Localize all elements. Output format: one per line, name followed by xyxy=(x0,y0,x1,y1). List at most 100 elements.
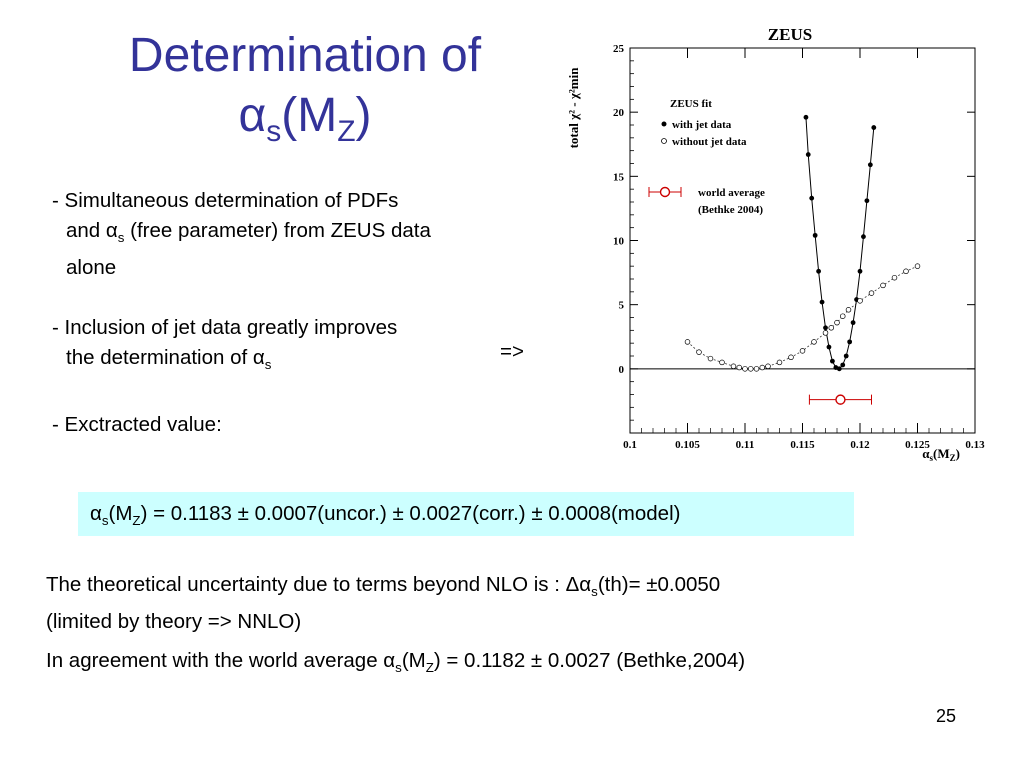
y-tick-label-0: 0 xyxy=(619,364,625,376)
bullet1-line2: and αs (free parameter) from ZEUS data xyxy=(52,216,552,253)
title-sub-z: Z xyxy=(337,115,356,148)
with-jet-point xyxy=(871,125,877,130)
theory-line1a: The theoretical uncertainty due to terms… xyxy=(46,573,592,596)
theory-note: The theoretical uncertainty due to terms… xyxy=(46,570,720,637)
y-tick-label-4: 20 xyxy=(613,107,625,119)
title-line1: Determination of xyxy=(128,29,482,82)
page-number: 25 xyxy=(936,706,957,726)
x-label-sub-s: s xyxy=(930,453,934,463)
y-tick-label-3: 15 xyxy=(613,171,625,183)
bullet2-line1: - Inclusion of jet data greatly improves xyxy=(52,316,398,340)
with-jet-point xyxy=(843,353,849,359)
title-paren-close: ) xyxy=(355,89,372,142)
x-ticks: 0.1 0.105 0.11 0.115 0.12 0.125 0.13 xyxy=(623,48,985,451)
with-jet-point xyxy=(867,162,873,168)
agree-sub-s: s xyxy=(395,660,402,676)
with-jet-point xyxy=(836,366,842,372)
without-jet-point xyxy=(765,363,771,370)
x-tick-label-0: 0.1 xyxy=(623,439,637,451)
fit-result-marker xyxy=(808,394,872,405)
without-jet-point xyxy=(799,348,806,354)
with-jet-point xyxy=(830,358,835,364)
x-tick-label-4: 0.12 xyxy=(850,439,870,451)
chart-title: ZEUS xyxy=(768,25,812,44)
with-jet-point xyxy=(809,195,815,201)
bullet-simultaneous: - Simultaneous determination of PDFs and… xyxy=(52,186,552,283)
theory-line1b: (th)= ±0.0050 xyxy=(597,573,721,596)
result-box: αs(MZ) = 0.1183 ± 0.0007(uncor.) ± 0.002… xyxy=(78,492,854,536)
with-jet-point xyxy=(847,339,853,345)
bullet1-line3: alone xyxy=(66,256,117,280)
world-average-marker xyxy=(648,186,682,198)
bullet-extracted: - Exctracted value: xyxy=(52,413,222,437)
without-jet-point xyxy=(696,349,702,355)
without-jet-point xyxy=(730,363,737,370)
bullet2-sub: s xyxy=(264,357,272,373)
without-jet-point xyxy=(759,364,766,371)
x-tick-label-1: 0.105 xyxy=(675,439,700,451)
arrow-text: => xyxy=(500,340,524,363)
title-sub-s: s xyxy=(266,115,282,148)
without-jet-point xyxy=(914,263,921,269)
agree-a: In agreement with the world average α xyxy=(46,649,396,672)
bullet1-line2b: (free parameter) from ZEUS data xyxy=(124,219,431,242)
with-jet-point xyxy=(850,320,856,326)
without-jet-point xyxy=(840,313,846,319)
without-jet-point xyxy=(707,355,714,362)
with-jet-curve xyxy=(805,117,875,370)
without-jet-point xyxy=(903,268,909,275)
with-jet-point xyxy=(857,268,863,274)
x-tick-label-6: 0.13 xyxy=(965,439,985,451)
fit-point xyxy=(835,394,846,405)
theory-line1: The theoretical uncertainty due to terms… xyxy=(46,570,720,607)
result-alpha: α xyxy=(90,502,102,525)
with-jet-point xyxy=(803,114,809,120)
bullet2-line2a: the determination of α xyxy=(66,346,265,370)
bullet1-line1: - Simultaneous determination of PDFs xyxy=(52,189,399,212)
y-tick-label-5: 25 xyxy=(613,43,625,55)
agree-sub-z: Z xyxy=(425,660,434,676)
result-sub-s: s xyxy=(101,513,109,529)
without-jet-point xyxy=(748,366,754,372)
without-jet-point xyxy=(822,330,829,336)
agree-paren: (M xyxy=(401,649,426,672)
x-label-close: ) xyxy=(956,446,960,461)
series-with-jet-data xyxy=(803,114,877,372)
wa-point xyxy=(659,186,671,198)
without-jet-point xyxy=(868,290,875,296)
without-jet-point xyxy=(776,359,783,366)
without-jet-point xyxy=(828,325,835,331)
without-jet-point xyxy=(811,339,817,345)
bullet1-line2a: and α xyxy=(66,219,118,242)
without-jet-point xyxy=(845,307,852,313)
with-jet-point xyxy=(805,152,811,157)
legend-without-jet: without jet data xyxy=(672,136,747,148)
x-axis-label: αs(MZ) xyxy=(922,446,960,463)
title-alpha: α xyxy=(238,89,267,142)
without-jet-point xyxy=(736,364,743,371)
bullet1-sub: s xyxy=(117,230,125,246)
result-paren: (M xyxy=(108,502,133,525)
x-tick-label-3: 0.115 xyxy=(790,439,815,451)
legend: ZEUS fit with jet data without jet data … xyxy=(648,98,765,216)
world-average-ref: (Bethke 2004) xyxy=(698,204,763,216)
series-without-jet-data xyxy=(684,263,921,372)
without-jet-point xyxy=(742,366,748,372)
without-jet-point xyxy=(857,298,863,304)
x-label-paren: (M xyxy=(933,446,950,461)
with-jet-point xyxy=(864,198,870,204)
y-axis-label: total χ² - χ²min xyxy=(566,67,581,149)
legend-marker-open xyxy=(661,138,667,144)
x-label-sub-z: Z xyxy=(950,453,956,463)
bullet-jet-data: - Inclusion of jet data greatly improves… xyxy=(52,313,552,380)
with-jet-point xyxy=(840,362,846,368)
legend-marker-filled xyxy=(661,121,667,127)
y-tick-label-1: 5 xyxy=(619,300,625,312)
theory-sub: s xyxy=(591,584,598,600)
without-jet-point xyxy=(880,282,886,289)
agreement-note: In agreement with the world average αs(M… xyxy=(46,646,745,683)
y-tick-label-2: 10 xyxy=(613,236,625,248)
x-tick-label-2: 0.11 xyxy=(736,439,755,451)
with-jet-point xyxy=(812,232,818,238)
legend-title: ZEUS fit xyxy=(670,98,712,110)
